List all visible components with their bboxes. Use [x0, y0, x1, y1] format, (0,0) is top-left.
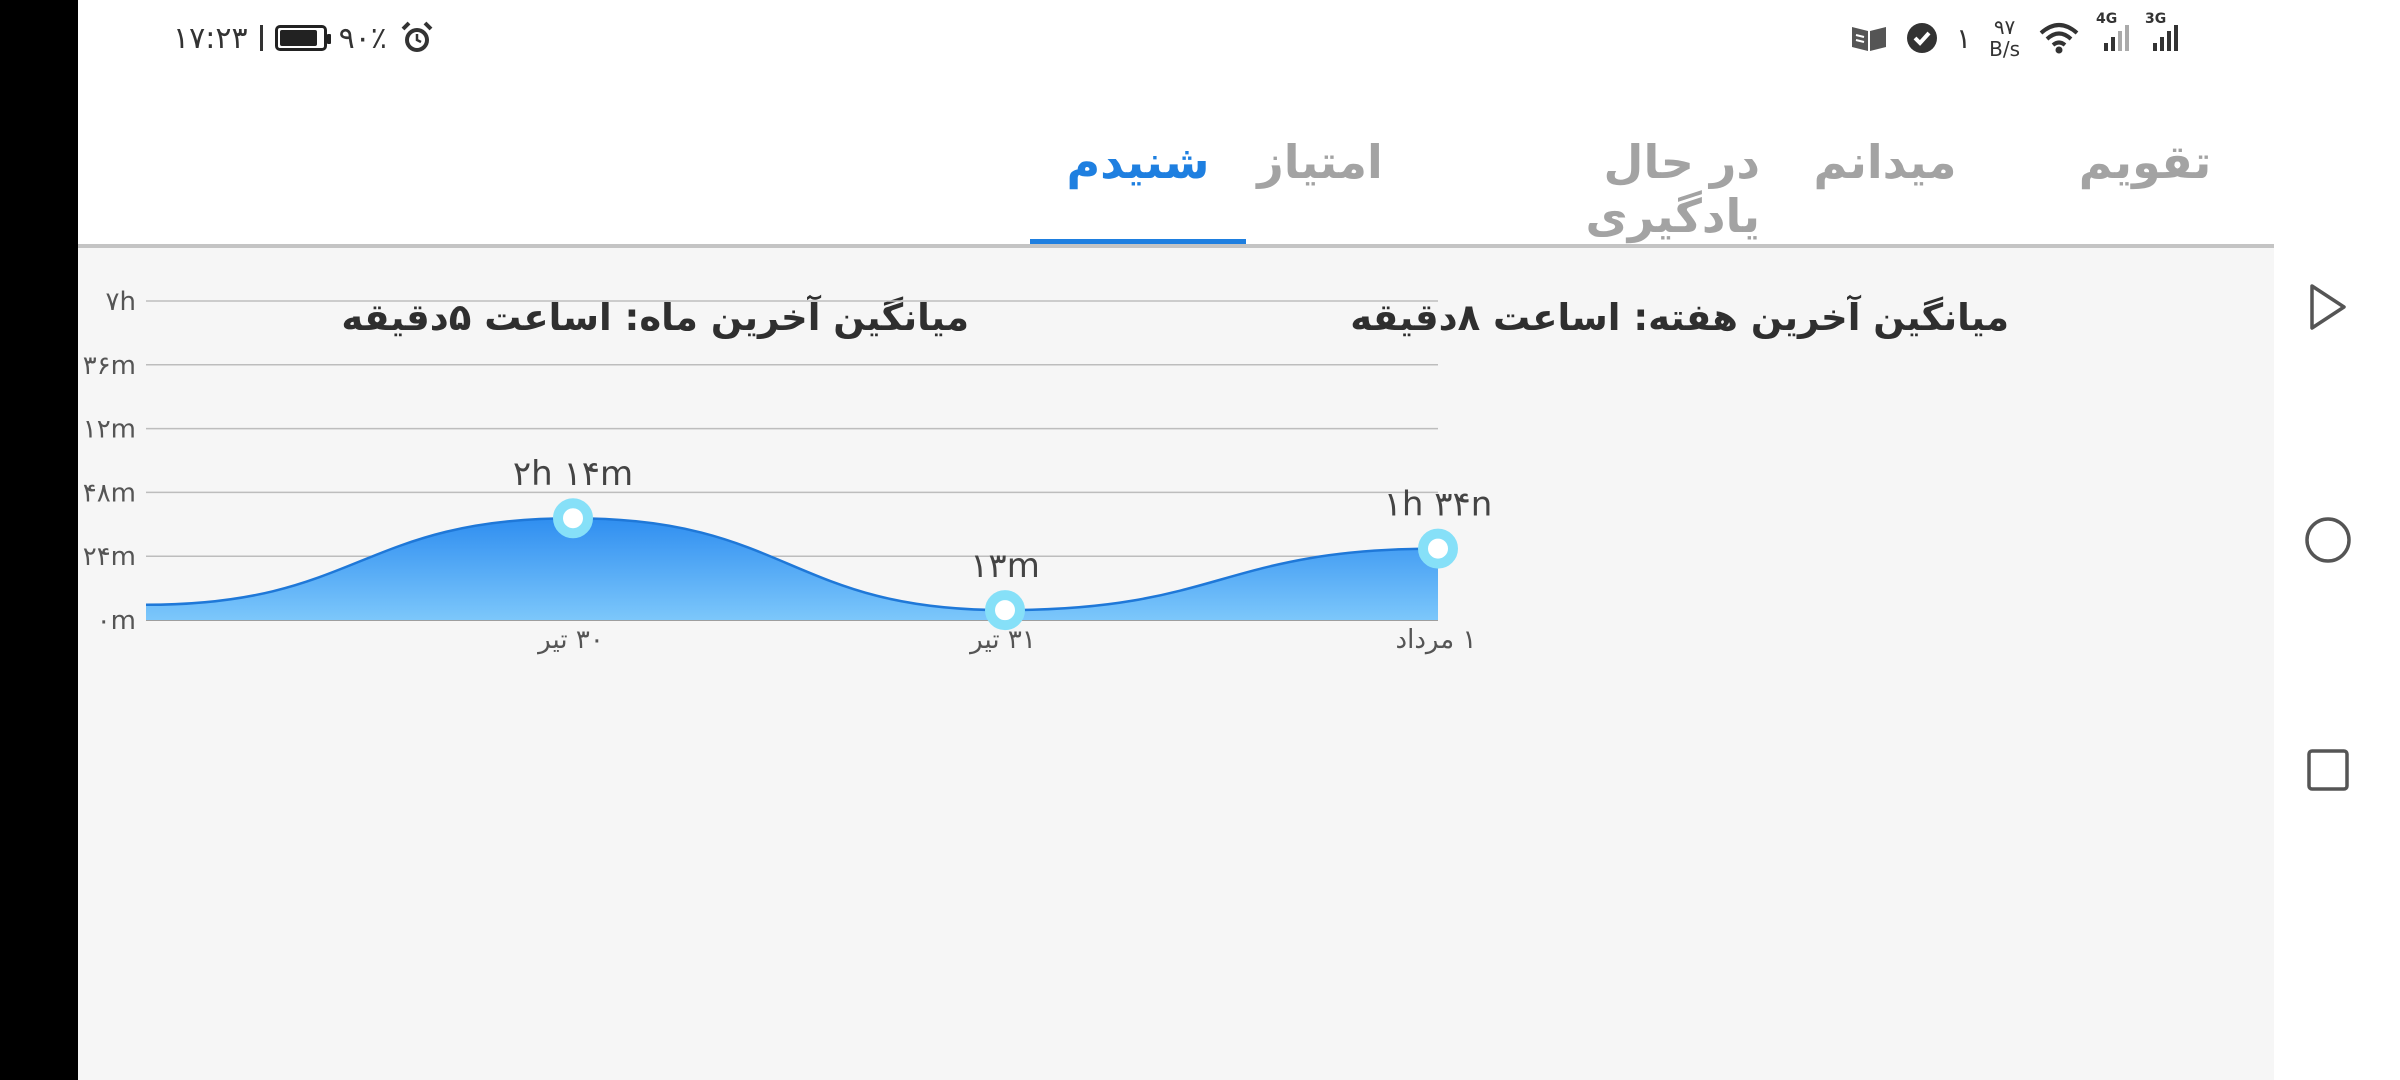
wifi-icon — [2039, 23, 2079, 54]
app-screen: ۱۷:۲۳ ۹۰٪ ۱ ۹۷ — [78, 0, 2274, 1080]
y-tick-label: ۴h ۱۲m — [78, 415, 136, 445]
status-bar: ۱۷:۲۳ ۹۰٪ ۱ ۹۷ — [78, 0, 2274, 76]
battery-fill — [279, 30, 318, 46]
chart-points — [553, 498, 1458, 631]
tab-learning[interactable]: در حال یادگیری — [1460, 100, 1760, 246]
tab-bar: تقویم میدانم در حال یادگیری امتیاز شنیدم — [78, 100, 2274, 246]
y-tick-label: ۷h — [106, 287, 136, 317]
tab-label: شنیدم — [1066, 135, 1210, 189]
area-line — [145, 516, 1439, 612]
battery-percent: ۹۰٪ — [338, 20, 387, 56]
area-fill — [146, 518, 1438, 620]
chart-area — [145, 516, 1439, 620]
tab-calendar[interactable]: تقویم — [2050, 100, 2240, 246]
y-tick-label: ۰m — [97, 606, 136, 636]
data-point-marker — [1418, 528, 1458, 569]
x-tick-label: ۳۱ تیر — [968, 625, 1036, 655]
tab-label: در حال یادگیری — [1585, 135, 1760, 243]
chart-data-labels: ۲h ۱۴m ۱۳m ۱h ۳۴n — [513, 454, 1492, 586]
x-tick-label: ۳۰ تیر — [536, 625, 604, 655]
data-point-marker — [553, 498, 593, 539]
signal-icon-4g: 4G — [2096, 11, 2129, 51]
navigation-bar — [2274, 0, 2400, 1080]
x-axis-labels: ۳۰ تیر ۳۱ تیر ۱ مرداد — [536, 625, 1476, 655]
signal-1-label: 4G — [2096, 11, 2118, 27]
data-point-label: ۲h ۱۴m — [513, 454, 633, 494]
home-circle-icon[interactable] — [2304, 516, 2352, 564]
alarm-icon — [401, 21, 433, 52]
x-tick-label: ۱ مرداد — [1396, 625, 1477, 655]
clock-time: ۱۷:۲۳ — [173, 20, 248, 56]
back-triangle-icon[interactable] — [2306, 282, 2350, 332]
signal-icon-3g: 3G — [2145, 11, 2178, 51]
tab-label: امتیاز — [1257, 135, 1383, 189]
y-tick-label: ۱h ۲۴m — [78, 542, 136, 572]
book-icon — [1852, 27, 1887, 51]
shield-check-icon — [1907, 23, 1938, 53]
network-speed: ۹۷ B/s — [1989, 16, 2020, 60]
tab-heard[interactable]: شنیدم — [1030, 100, 1246, 246]
listening-time-chart: ۰m ۱h ۲۴m ۲h ۴۸m ۴h ۱۲m ۵h ۳۶m ۷h ۳۰ تیر ۳۱ تی… — [78, 287, 1492, 655]
stats-content: میانگین آخرین هفته: اساعت ۸دقیقه میانگین… — [78, 248, 2274, 1080]
monthly-average: میانگین آخرین ماه: اساعت ۵دقیقه — [341, 296, 969, 339]
separator — [259, 25, 263, 51]
net-speed-unit: B/s — [1989, 37, 2020, 61]
tab-label: میدانم — [1813, 135, 1957, 189]
y-axis-labels: ۰m ۱h ۲۴m ۲h ۴۸m ۴h ۱۲m ۵h ۳۶m ۷h — [78, 287, 136, 636]
y-tick-label: ۵h ۳۶m — [78, 351, 136, 381]
left-screen-edge — [0, 0, 78, 1080]
status-left: ۱۷:۲۳ ۹۰٪ — [173, 18, 435, 58]
battery-icon — [274, 25, 331, 51]
y-tick-label: ۲h ۴۸m — [78, 478, 136, 508]
notification-count: ۱ — [1956, 21, 1972, 55]
tab-divider — [78, 244, 2274, 248]
data-point-label: ۱۳m — [970, 546, 1040, 586]
active-tab-indicator — [1030, 239, 1246, 246]
recents-square-icon[interactable] — [2306, 748, 2350, 792]
tab-known[interactable]: میدانم — [1800, 100, 1970, 246]
signal-2-label: 3G — [2145, 11, 2167, 27]
data-point-marker — [985, 590, 1025, 631]
net-speed-value: ۹۷ — [1993, 15, 2016, 39]
status-right: ۱ ۹۷ B/s 4G 3G — [1850, 11, 2178, 62]
tab-label: تقویم — [2078, 135, 2212, 189]
weekly-average: میانگین آخرین هفته: اساعت ۸دقیقه — [1350, 296, 2009, 339]
data-point-label: ۱h ۳۴n — [1384, 485, 1493, 525]
tab-score[interactable]: امتیاز — [1250, 100, 1390, 246]
